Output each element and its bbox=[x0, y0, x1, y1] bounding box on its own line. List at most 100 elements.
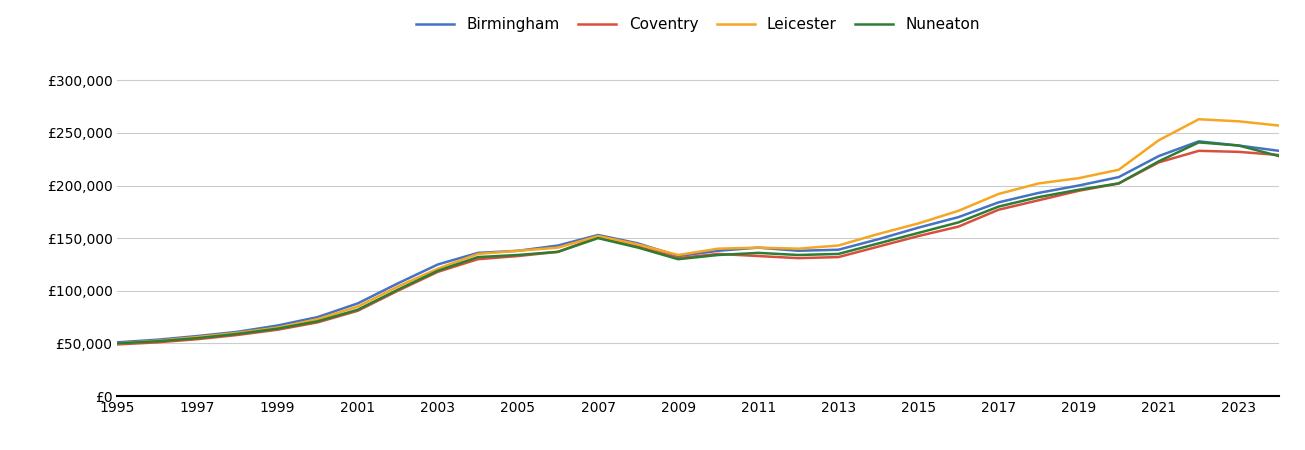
Leicester bbox=[470, 251, 485, 256]
Leicester bbox=[1231, 119, 1246, 124]
Birmingham bbox=[671, 253, 686, 259]
Line: Coventry: Coventry bbox=[117, 151, 1279, 344]
Birmingham bbox=[911, 225, 927, 230]
Nuneaton bbox=[270, 326, 286, 331]
Coventry bbox=[309, 320, 325, 325]
Birmingham bbox=[870, 237, 886, 242]
Leicester bbox=[390, 284, 406, 289]
Nuneaton bbox=[551, 249, 566, 255]
Leicester bbox=[309, 316, 325, 322]
Leicester bbox=[551, 245, 566, 250]
Nuneaton bbox=[350, 307, 365, 312]
Nuneaton bbox=[110, 341, 125, 346]
Leicester bbox=[671, 252, 686, 258]
Nuneaton bbox=[230, 331, 245, 337]
Birmingham bbox=[309, 315, 325, 320]
Birmingham bbox=[189, 333, 205, 339]
Leicester bbox=[110, 341, 125, 346]
Legend: Birmingham, Coventry, Leicester, Nuneaton: Birmingham, Coventry, Leicester, Nuneato… bbox=[416, 17, 980, 32]
Coventry bbox=[911, 234, 927, 239]
Coventry bbox=[390, 288, 406, 293]
Leicester bbox=[270, 325, 286, 330]
Leicester bbox=[150, 338, 166, 343]
Birmingham bbox=[350, 301, 365, 306]
Birmingham bbox=[950, 214, 966, 220]
Line: Birmingham: Birmingham bbox=[117, 141, 1279, 342]
Birmingham bbox=[1191, 139, 1207, 144]
Birmingham bbox=[750, 245, 766, 250]
Nuneaton bbox=[189, 335, 205, 341]
Birmingham bbox=[710, 248, 726, 253]
Nuneaton bbox=[990, 204, 1006, 209]
Leicester bbox=[590, 234, 606, 239]
Coventry bbox=[1111, 181, 1126, 186]
Coventry bbox=[990, 207, 1006, 212]
Nuneaton bbox=[911, 230, 927, 236]
Coventry bbox=[1191, 148, 1207, 153]
Birmingham bbox=[390, 281, 406, 286]
Birmingham bbox=[1071, 183, 1087, 188]
Nuneaton bbox=[309, 319, 325, 324]
Nuneaton bbox=[470, 254, 485, 260]
Birmingham bbox=[830, 247, 846, 252]
Leicester bbox=[230, 330, 245, 336]
Leicester bbox=[1031, 181, 1047, 186]
Leicester bbox=[630, 242, 646, 247]
Birmingham bbox=[150, 337, 166, 342]
Nuneaton bbox=[510, 252, 526, 258]
Coventry bbox=[590, 234, 606, 240]
Coventry bbox=[950, 224, 966, 230]
Coventry bbox=[870, 244, 886, 249]
Leicester bbox=[350, 304, 365, 309]
Coventry bbox=[1031, 198, 1047, 203]
Birmingham bbox=[110, 340, 125, 345]
Leicester bbox=[431, 266, 446, 271]
Coventry bbox=[630, 244, 646, 249]
Leicester bbox=[1191, 117, 1207, 122]
Birmingham bbox=[590, 232, 606, 238]
Birmingham bbox=[1151, 153, 1167, 159]
Line: Nuneaton: Nuneaton bbox=[117, 142, 1279, 343]
Nuneaton bbox=[1111, 181, 1126, 186]
Coventry bbox=[270, 327, 286, 333]
Nuneaton bbox=[791, 252, 806, 258]
Birmingham bbox=[1111, 175, 1126, 180]
Coventry bbox=[431, 269, 446, 274]
Coventry bbox=[750, 253, 766, 259]
Leicester bbox=[1151, 138, 1167, 143]
Leicester bbox=[1071, 176, 1087, 181]
Coventry bbox=[189, 337, 205, 342]
Nuneaton bbox=[950, 220, 966, 225]
Birmingham bbox=[630, 241, 646, 246]
Birmingham bbox=[791, 248, 806, 253]
Birmingham bbox=[470, 250, 485, 256]
Line: Leicester: Leicester bbox=[117, 119, 1279, 343]
Coventry bbox=[350, 308, 365, 314]
Nuneaton bbox=[1271, 153, 1287, 159]
Birmingham bbox=[1271, 148, 1287, 153]
Nuneaton bbox=[150, 338, 166, 344]
Birmingham bbox=[510, 248, 526, 253]
Leicester bbox=[911, 220, 927, 226]
Leicester bbox=[950, 208, 966, 213]
Nuneaton bbox=[671, 256, 686, 262]
Coventry bbox=[470, 256, 485, 262]
Nuneaton bbox=[390, 287, 406, 292]
Coventry bbox=[551, 249, 566, 255]
Birmingham bbox=[431, 262, 446, 267]
Leicester bbox=[990, 191, 1006, 197]
Nuneaton bbox=[1231, 143, 1246, 148]
Birmingham bbox=[551, 243, 566, 248]
Nuneaton bbox=[750, 250, 766, 256]
Birmingham bbox=[230, 329, 245, 334]
Nuneaton bbox=[1031, 194, 1047, 200]
Leicester bbox=[791, 246, 806, 252]
Leicester bbox=[510, 248, 526, 253]
Nuneaton bbox=[870, 241, 886, 246]
Coventry bbox=[230, 332, 245, 338]
Nuneaton bbox=[830, 251, 846, 256]
Birmingham bbox=[270, 323, 286, 328]
Nuneaton bbox=[590, 235, 606, 241]
Coventry bbox=[830, 254, 846, 260]
Nuneaton bbox=[1191, 140, 1207, 145]
